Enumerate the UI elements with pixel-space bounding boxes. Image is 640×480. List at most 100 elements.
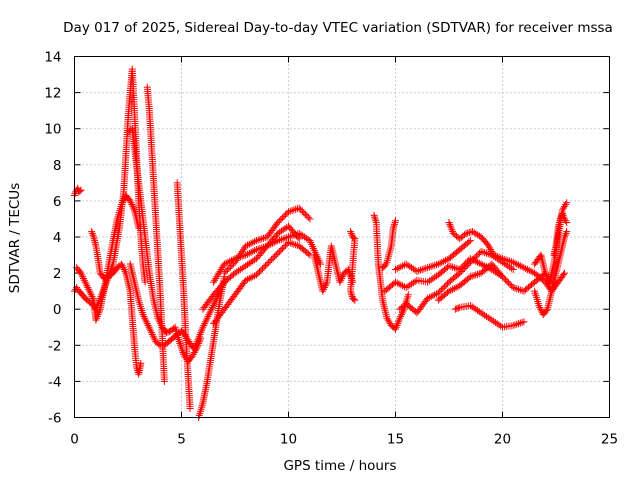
data-point bbox=[137, 359, 145, 367]
data-point bbox=[511, 259, 519, 267]
data-point bbox=[277, 227, 285, 235]
data-point bbox=[245, 275, 253, 283]
data-point bbox=[437, 286, 445, 294]
data-point bbox=[499, 255, 506, 263]
data-point bbox=[563, 199, 571, 207]
data-point bbox=[466, 302, 474, 310]
data-point bbox=[211, 276, 219, 284]
data-point bbox=[179, 349, 187, 357]
data-point bbox=[118, 201, 126, 209]
data-point bbox=[497, 271, 505, 279]
data-point bbox=[446, 220, 454, 228]
data-point bbox=[226, 257, 234, 265]
data-point bbox=[474, 306, 482, 314]
data-point bbox=[395, 280, 403, 288]
data-point bbox=[301, 233, 309, 241]
data-point bbox=[243, 250, 251, 258]
data-point bbox=[397, 263, 405, 271]
data-point bbox=[487, 246, 495, 254]
data-point bbox=[290, 206, 298, 214]
data-point bbox=[269, 254, 277, 262]
data-point bbox=[454, 304, 462, 312]
data-point bbox=[527, 267, 535, 275]
data-point bbox=[431, 273, 439, 281]
data-point bbox=[475, 259, 483, 267]
data-point bbox=[242, 262, 250, 270]
data-point bbox=[559, 211, 567, 219]
data-point bbox=[139, 311, 147, 319]
data-point bbox=[285, 238, 292, 246]
data-point bbox=[382, 260, 390, 268]
data-point bbox=[411, 278, 419, 286]
data-point bbox=[235, 253, 243, 261]
y-tick-labels: -6 -4 -2 0 2 4 6 8 10 12 14 bbox=[44, 50, 61, 427]
data-point bbox=[231, 258, 239, 266]
data-point bbox=[440, 257, 448, 265]
data-point bbox=[195, 332, 203, 340]
data-point bbox=[413, 267, 421, 275]
data-point bbox=[505, 279, 513, 287]
data-point bbox=[542, 307, 550, 315]
data-point bbox=[391, 219, 399, 227]
data-point bbox=[85, 285, 93, 293]
data-point bbox=[87, 291, 95, 299]
data-point bbox=[192, 341, 200, 349]
data-point bbox=[425, 263, 433, 271]
data-point bbox=[466, 258, 474, 266]
data-point bbox=[371, 213, 379, 221]
y-tick-label: -6 bbox=[48, 411, 61, 427]
data-point bbox=[393, 265, 401, 273]
data-point bbox=[471, 254, 479, 262]
data-point bbox=[201, 320, 209, 328]
data-point bbox=[561, 231, 569, 239]
data-point bbox=[513, 260, 521, 268]
data-point bbox=[490, 317, 498, 325]
data-point bbox=[429, 292, 437, 300]
data-point bbox=[238, 247, 246, 255]
data-point bbox=[245, 249, 253, 257]
data-point bbox=[392, 265, 399, 273]
data-point bbox=[243, 275, 251, 283]
data-point bbox=[279, 226, 287, 234]
data-point bbox=[299, 232, 307, 240]
data-point bbox=[477, 309, 485, 317]
data-point bbox=[274, 237, 282, 245]
data-point bbox=[392, 278, 399, 286]
data-point bbox=[486, 315, 494, 323]
data-point bbox=[438, 258, 446, 266]
data-point bbox=[242, 242, 250, 250]
data-point bbox=[408, 280, 416, 288]
y-tick-label: -4 bbox=[48, 374, 61, 390]
data-point bbox=[338, 275, 346, 283]
data-point bbox=[209, 302, 217, 310]
data-point bbox=[370, 211, 378, 219]
data-point bbox=[202, 316, 210, 324]
data-point bbox=[486, 244, 494, 252]
data-point bbox=[200, 321, 208, 329]
data-point bbox=[254, 236, 262, 244]
data-point bbox=[447, 224, 455, 232]
data-point bbox=[276, 236, 284, 244]
data-point bbox=[188, 352, 196, 360]
data-point bbox=[445, 287, 453, 295]
data-point bbox=[277, 235, 285, 243]
data-point bbox=[260, 234, 268, 242]
data-point bbox=[92, 316, 100, 324]
data-point bbox=[194, 336, 202, 344]
data-point bbox=[142, 318, 150, 326]
data-point bbox=[265, 259, 273, 267]
data-point bbox=[127, 199, 135, 207]
data-point bbox=[562, 201, 570, 209]
data-point bbox=[434, 260, 442, 268]
data-point bbox=[266, 257, 274, 265]
data-point bbox=[281, 225, 289, 233]
data-point bbox=[503, 277, 511, 285]
data-point bbox=[497, 254, 505, 262]
y-tick-label: 10 bbox=[44, 122, 61, 138]
data-point bbox=[322, 280, 330, 288]
data-point bbox=[274, 229, 282, 237]
data-point bbox=[469, 255, 477, 263]
data-point bbox=[81, 278, 89, 286]
data-point bbox=[255, 268, 263, 276]
data-point bbox=[232, 256, 240, 264]
